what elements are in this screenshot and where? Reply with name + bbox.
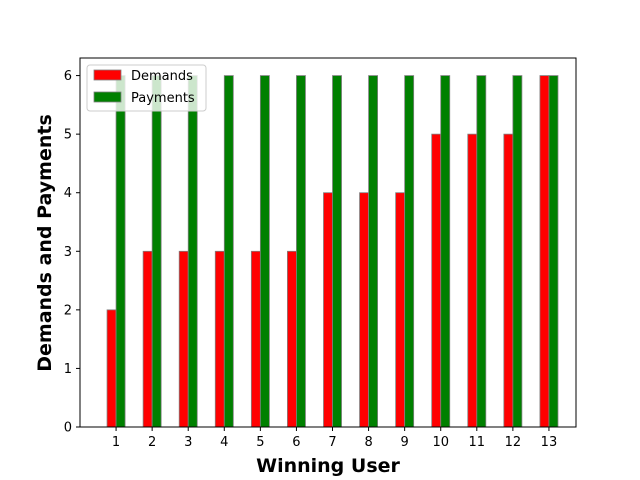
bar-payments-6 [296,75,306,428]
y-tick-label: 4 [64,186,72,201]
plot-frame [79,57,577,428]
y-axis-label: Demands and Payments [34,114,56,372]
x-tick-label: 7 [328,435,336,450]
bar-demands-3 [178,250,189,428]
legend-swatch-demands [93,69,122,81]
bar-payments-11 [476,75,487,428]
bar-demands-7 [323,192,333,428]
x-axis-label: Winning User [256,455,400,477]
bar-payments-2 [151,75,162,428]
x-tick-label: 11 [469,435,486,450]
bar-payments-8 [368,75,378,428]
y-tick-label: 0 [64,421,72,436]
bar-demands-1 [106,309,117,428]
bar-demands-5 [250,250,261,428]
x-tick-label: 8 [364,435,372,450]
bar-payments-1 [115,75,126,428]
bar-demands-10 [431,133,442,428]
legend-label-demands: Demands [131,69,193,84]
bar-demands-8 [359,192,369,428]
bar-payments-7 [332,75,342,428]
y-tick-label: 5 [64,128,72,143]
x-tick-label: 4 [220,435,228,450]
x-tick-label: 12 [505,435,522,450]
legend-swatch-payments [93,91,122,103]
bar-payments-13 [548,75,559,428]
y-tick-label: 6 [64,69,72,84]
y-tick-label: 2 [64,303,72,318]
x-tick-label: 10 [432,435,449,450]
bar-demands-4 [214,250,225,428]
x-tick-label: 13 [541,435,558,450]
legend: Demands Payments [86,64,207,112]
x-tick-label: 2 [148,435,156,450]
x-tick-label: 6 [292,435,300,450]
y-tick-label: 1 [64,362,72,377]
bar-demands-12 [503,133,514,428]
bar-demands-6 [287,250,297,428]
bar-payments-5 [259,75,270,428]
bars-layer [106,75,559,428]
legend-label-payments: Payments [131,91,195,106]
bar-payments-12 [512,75,523,428]
x-tick-label: 1 [112,435,120,450]
bar-demands-13 [539,75,550,428]
bar-payments-9 [404,75,415,428]
bar-demands-9 [395,192,406,428]
x-tick-label: 9 [401,435,409,450]
x-tick-label: 5 [256,435,264,450]
x-tick-label: 3 [184,435,192,450]
bar-demands-11 [467,133,478,428]
y-tick-label: 3 [64,245,72,260]
bar-demands-2 [142,250,153,428]
bar-payments-3 [187,75,198,428]
bar-payments-10 [440,75,451,428]
bar-payments-4 [223,75,234,428]
